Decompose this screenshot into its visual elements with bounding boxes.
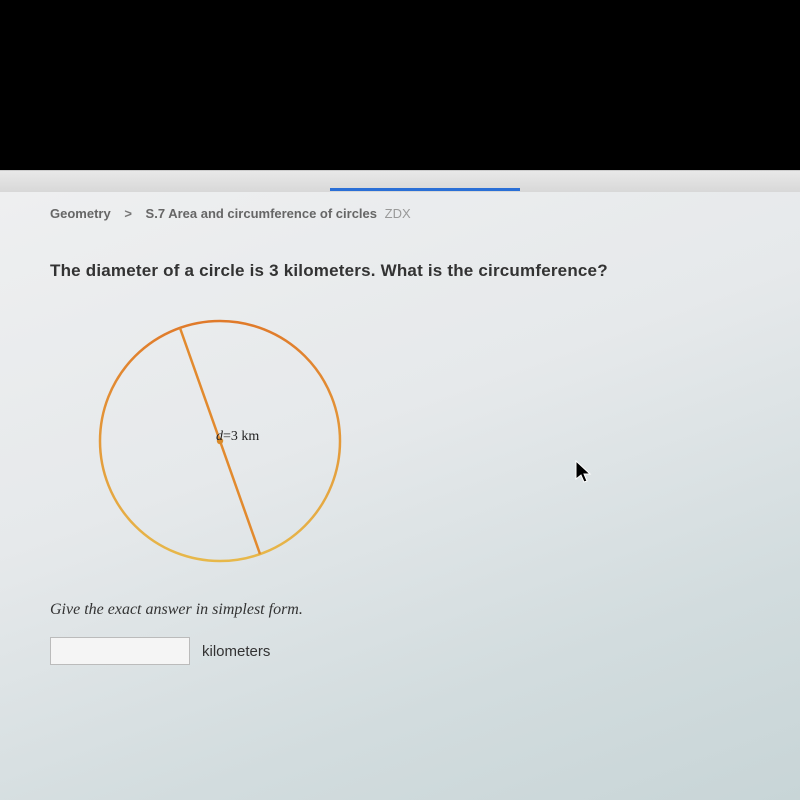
answer-prompt: Give the exact answer in simplest form. xyxy=(50,601,770,619)
diameter-equals: = xyxy=(223,429,231,444)
answer-unit: kilometers xyxy=(202,643,270,660)
window-black-top xyxy=(0,0,800,185)
answer-row: kilometers xyxy=(50,637,770,665)
diameter-value: 3 xyxy=(231,429,238,444)
content-area: The diameter of a circle is 3 kilometers… xyxy=(0,221,800,665)
answer-input[interactable] xyxy=(50,637,190,665)
breadcrumb: Geometry > S.7 Area and circumference of… xyxy=(0,192,800,221)
tab-active-underline xyxy=(330,188,520,191)
breadcrumb-code: ZDX xyxy=(385,206,411,221)
diameter-label: d=3 km xyxy=(216,429,259,445)
breadcrumb-subject[interactable]: Geometry xyxy=(50,206,111,221)
breadcrumb-separator: > xyxy=(124,206,132,221)
breadcrumb-section[interactable]: S.7 Area and circumference of circles xyxy=(146,206,377,221)
circle-figure: d=3 km xyxy=(90,311,350,571)
worksheet-page: Geometry > S.7 Area and circumference of… xyxy=(0,192,800,800)
browser-corner-fragment xyxy=(742,170,792,184)
question-text: The diameter of a circle is 3 kilometers… xyxy=(50,261,770,281)
diameter-unit: km xyxy=(241,429,259,444)
diameter-var: d xyxy=(216,429,223,444)
